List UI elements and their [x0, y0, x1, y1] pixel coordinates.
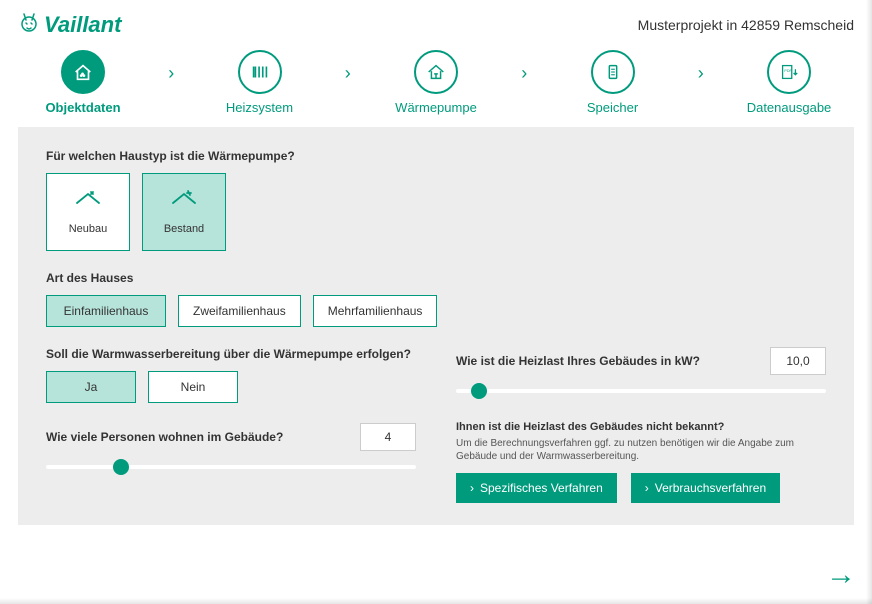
pill-mehrfamilienhaus[interactable]: Mehrfamilienhaus	[313, 295, 438, 327]
house-icon	[61, 50, 105, 94]
existing-house-icon	[169, 189, 199, 215]
step-label: Datenausgabe	[747, 100, 832, 115]
step-label: Wärmepumpe	[395, 100, 477, 115]
wizard-stepper: Objektdaten › Heizsystem › Wärmepumpe › …	[18, 46, 854, 127]
hint-title: Ihnen ist die Heizlast des Gebäudes nich…	[456, 421, 826, 433]
next-arrow-button[interactable]: →	[826, 558, 856, 592]
project-title: Musterprojekt in 42859 Remscheid	[638, 17, 854, 33]
slider-track	[46, 465, 416, 469]
tile-neubau[interactable]: Neubau	[46, 173, 130, 251]
step-speicher[interactable]: Speicher	[568, 50, 658, 115]
hint-text: Um die Berechnungsverfahren ggf. zu nutz…	[456, 437, 826, 463]
chevron-right-icon: ›	[345, 63, 351, 84]
radiator-icon	[238, 50, 282, 94]
slider-track	[456, 389, 826, 393]
chevron-right-icon: ›	[645, 481, 649, 495]
heizlast-value[interactable]: 10,0	[770, 347, 826, 375]
pill-ja[interactable]: Ja	[46, 371, 136, 403]
personen-label: Wie viele Personen wohnen im Gebäude?	[46, 430, 283, 444]
brand-name: Vaillant	[44, 12, 121, 38]
personen-value[interactable]: 4	[360, 423, 416, 451]
form-panel: Für welchen Haustyp ist die Wärmepumpe? …	[18, 127, 854, 525]
tile-label: Bestand	[164, 223, 204, 235]
verbrauchsverfahren-button[interactable]: › Verbrauchsverfahren	[631, 473, 780, 503]
pill-einfamilienhaus[interactable]: Einfamilienhaus	[46, 295, 166, 327]
step-objektdaten[interactable]: Objektdaten	[38, 50, 128, 115]
heizlast-slider[interactable]	[456, 381, 826, 401]
heatpump-icon	[414, 50, 458, 94]
chevron-right-icon: ›	[521, 63, 527, 84]
spezifisches-verfahren-button[interactable]: › Spezifisches Verfahren	[456, 473, 617, 503]
chevron-right-icon: ›	[698, 63, 704, 84]
step-waermepumpe[interactable]: Wärmepumpe	[391, 50, 481, 115]
step-label: Heizsystem	[226, 100, 293, 115]
storage-icon	[591, 50, 635, 94]
pill-nein[interactable]: Nein	[148, 371, 238, 403]
haustyp-label: Für welchen Haustyp ist die Wärmepumpe?	[46, 149, 826, 163]
slider-thumb[interactable]	[471, 383, 487, 399]
step-label: Objektdaten	[45, 100, 120, 115]
step-heizsystem[interactable]: Heizsystem	[215, 50, 305, 115]
chevron-right-icon: ›	[470, 481, 474, 495]
button-label: Spezifisches Verfahren	[480, 481, 603, 495]
personen-slider[interactable]	[46, 457, 416, 477]
pill-zweifamilienhaus[interactable]: Zweifamilienhaus	[178, 295, 301, 327]
warmwasser-label: Soll die Warmwasserbereitung über die Wä…	[46, 347, 416, 361]
brand-bunny-icon	[18, 12, 40, 38]
chevron-right-icon: ›	[168, 63, 174, 84]
step-datenausgabe[interactable]: PDF Datenausgabe	[744, 50, 834, 115]
button-label: Verbrauchsverfahren	[655, 481, 766, 495]
slider-thumb[interactable]	[113, 459, 129, 475]
tile-label: Neubau	[69, 223, 108, 235]
heizlast-label: Wie ist die Heizlast Ihres Gebäudes in k…	[456, 354, 700, 368]
tile-bestand[interactable]: Bestand	[142, 173, 226, 251]
new-house-icon	[73, 189, 103, 215]
pdf-download-icon: PDF	[767, 50, 811, 94]
art-label: Art des Hauses	[46, 271, 826, 285]
svg-text:PDF: PDF	[784, 69, 792, 73]
brand-logo: Vaillant	[18, 12, 121, 38]
step-label: Speicher	[587, 100, 638, 115]
